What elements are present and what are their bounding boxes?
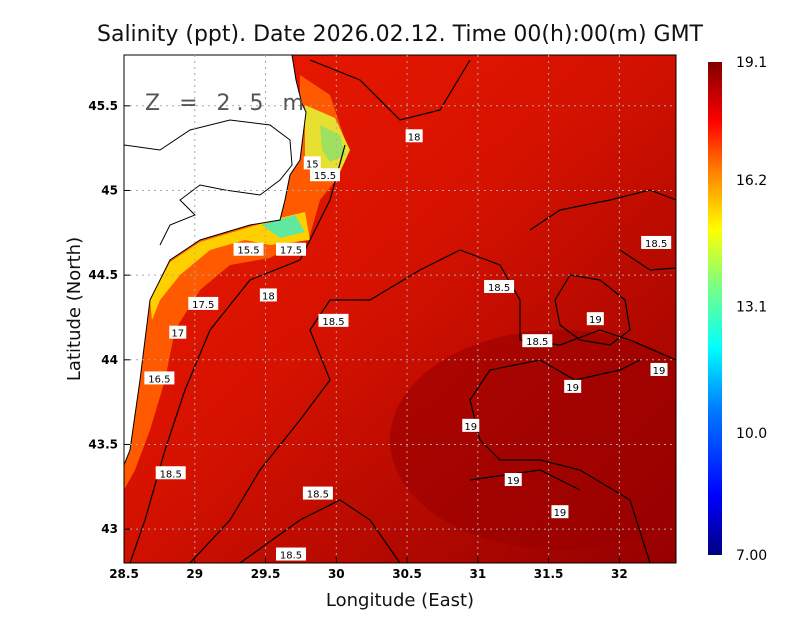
contour-label-bg bbox=[155, 466, 186, 480]
grid-lines bbox=[124, 55, 676, 563]
contour-label: 17.5 bbox=[280, 246, 302, 257]
contour-label: 18.5 bbox=[280, 551, 302, 562]
y-axis-label: Latitude (North) bbox=[64, 237, 85, 381]
contour-lines bbox=[129, 59, 676, 563]
contour-label-bg bbox=[318, 313, 349, 327]
contour-label: 15.5 bbox=[314, 171, 336, 182]
depth-annotation: Z = 2.5 m bbox=[145, 91, 310, 116]
x-tick-label: 31 bbox=[469, 567, 486, 581]
high-salinity-region bbox=[390, 330, 676, 550]
x-tick-label: 29 bbox=[186, 567, 203, 581]
contour-label: 17.5 bbox=[192, 300, 214, 311]
contour-label-bg bbox=[551, 505, 569, 519]
contour-label: 18 bbox=[408, 132, 421, 143]
coastal-band-yellow-south bbox=[150, 212, 310, 320]
y-tick-label: 43 bbox=[101, 522, 118, 536]
x-tick-label: 30 bbox=[328, 567, 345, 581]
y-tick-label: 44.5 bbox=[88, 268, 118, 282]
x-tick-label: 28.5 bbox=[109, 567, 139, 581]
coastline-lake bbox=[124, 119, 293, 246]
chart-title: Salinity (ppt). Date 2026.02.12. Time 00… bbox=[97, 22, 704, 47]
colorbar-tick-label: 10.0 bbox=[736, 426, 767, 442]
x-tick-label: 30.5 bbox=[392, 567, 422, 581]
x-tick-label: 31.5 bbox=[534, 567, 564, 581]
y-tick-label: 43.5 bbox=[88, 437, 118, 451]
contour-label-bg bbox=[276, 242, 307, 256]
y-tick-label: 45.5 bbox=[88, 99, 118, 113]
contour-label: 18.5 bbox=[488, 283, 510, 294]
colorbar-tick-label: 13.1 bbox=[736, 299, 767, 315]
contour-label: 18.5 bbox=[307, 490, 329, 501]
contour-label: 19 bbox=[554, 508, 567, 519]
y-tick-label: 44 bbox=[101, 353, 118, 367]
contour-label: 18.5 bbox=[526, 337, 548, 348]
contour-label: 19 bbox=[566, 383, 579, 394]
contour-label: 15 bbox=[306, 159, 319, 170]
contour-label-bg bbox=[259, 288, 277, 302]
contour-label: 19 bbox=[589, 315, 602, 326]
contour-label: 17 bbox=[171, 329, 184, 340]
contour-label: 18 bbox=[262, 291, 275, 302]
contour-label-bg bbox=[309, 168, 340, 182]
contour-label: 16.5 bbox=[148, 374, 170, 385]
contour-label-bg bbox=[484, 279, 515, 293]
contour-label-bg bbox=[462, 418, 480, 432]
contour-label-bg bbox=[641, 235, 672, 249]
contour-label-bg bbox=[188, 296, 219, 310]
colorbar-tick-label: 7.00 bbox=[736, 548, 767, 564]
coastal-band-green-north bbox=[320, 125, 345, 162]
x-tick-label: 29.5 bbox=[251, 567, 281, 581]
contour-label-bg bbox=[144, 371, 175, 385]
contour-label-bg bbox=[564, 379, 582, 393]
colorbar bbox=[708, 62, 722, 555]
contour-label: 15.5 bbox=[237, 246, 259, 257]
colorbar-tick-label: 16.2 bbox=[736, 173, 767, 189]
contour-label: 18.5 bbox=[160, 469, 182, 480]
contour-label-bg bbox=[650, 362, 668, 376]
contour-label-bg bbox=[522, 334, 553, 348]
contour-label: 19 bbox=[507, 476, 520, 487]
contour-label-bg bbox=[233, 242, 264, 256]
plot-frame bbox=[123, 54, 677, 564]
colorbar-tick-label: 19.1 bbox=[736, 55, 767, 71]
contour-label-bg bbox=[303, 156, 321, 170]
axis-ticks: 28.5 29 29.5 30 30.5 31 31.5 32 43 43.5 44 44.5 45 45… bbox=[88, 99, 627, 581]
colorbar-ticks: 7.00 10.0 13.1 16.2 19.1 bbox=[736, 55, 767, 564]
x-tick-label: 32 bbox=[611, 567, 628, 581]
y-tick-label: 45 bbox=[101, 183, 118, 197]
x-axis-label: Longitude (East) bbox=[326, 590, 474, 611]
contour-label-bg bbox=[169, 325, 187, 339]
contour-label: 19 bbox=[464, 422, 477, 433]
contour-label: 18.5 bbox=[645, 239, 667, 250]
contour-label-bg bbox=[405, 129, 423, 143]
contour-label-bg bbox=[586, 312, 604, 326]
contour-label-bg bbox=[276, 547, 307, 561]
land-mass bbox=[124, 55, 307, 466]
contour-label-bg bbox=[302, 486, 333, 500]
coastal-band-green-south bbox=[262, 215, 305, 238]
contour-label: 19 bbox=[653, 366, 666, 377]
contour-label-bg bbox=[504, 473, 522, 487]
contour-label: 18.5 bbox=[322, 317, 344, 328]
